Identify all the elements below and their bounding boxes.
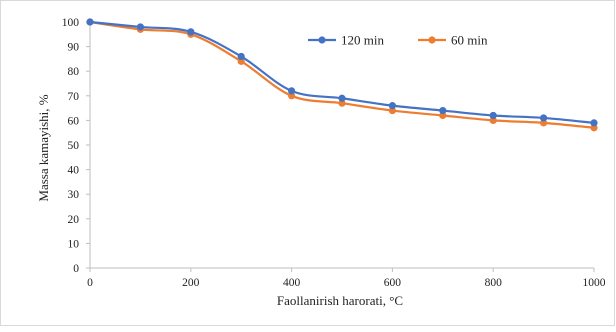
data-point-120-min xyxy=(590,119,598,127)
y-tick-label: 50 xyxy=(68,140,80,152)
data-point-120-min xyxy=(338,94,346,102)
y-tick-label: 30 xyxy=(68,189,80,201)
data-point-120-min xyxy=(388,102,396,110)
x-tick-label: 1000 xyxy=(583,277,606,289)
data-point-120-min xyxy=(136,23,144,31)
legend-label-120-min: 120 min xyxy=(341,33,384,48)
y-tick-label: 90 xyxy=(68,42,80,54)
series-layer xyxy=(86,18,598,132)
y-tick-label: 10 xyxy=(68,238,80,250)
data-point-120-min xyxy=(540,114,548,122)
data-point-60-min xyxy=(540,119,548,127)
data-point-120-min xyxy=(187,28,195,36)
data-point-60-min xyxy=(439,111,447,120)
data-point-120-min xyxy=(439,106,447,115)
x-tick-label: 800 xyxy=(485,277,503,289)
data-point-60-min xyxy=(288,92,296,100)
y-axis-title: Massa kamayishi, % xyxy=(36,94,51,201)
y-tick-label: 100 xyxy=(62,17,80,29)
x-tick-label: 600 xyxy=(384,277,402,289)
y-tick-label: 80 xyxy=(68,66,80,78)
legend-marker-60-min xyxy=(428,36,436,44)
data-point-120-min xyxy=(237,52,245,61)
data-point-120-min xyxy=(288,87,296,95)
data-point-60-min xyxy=(388,106,396,115)
data-point-60-min xyxy=(489,116,497,124)
y-tick-label: 40 xyxy=(68,165,80,177)
y-tick-label: 0 xyxy=(73,263,79,275)
legend: 120 min 60 min xyxy=(308,33,488,48)
x-tick-label: 0 xyxy=(87,277,93,289)
y-tick-label: 70 xyxy=(68,91,80,103)
legend-marker-120-min xyxy=(318,36,326,44)
y-tick-label: 60 xyxy=(68,115,80,127)
data-point-60-min xyxy=(590,124,598,132)
y-tick-label: 20 xyxy=(68,214,80,226)
legend-item-60-min: 60 min xyxy=(418,33,488,48)
data-point-120-min xyxy=(86,18,94,26)
x-tick-label: 200 xyxy=(182,277,200,289)
legend-item-120-min: 120 min xyxy=(308,33,384,48)
series-120-min xyxy=(86,18,598,127)
data-point-60-min xyxy=(237,57,245,65)
data-point-120-min xyxy=(489,111,497,120)
legend-label-60-min: 60 min xyxy=(451,33,488,48)
x-tick-label: 400 xyxy=(283,277,301,289)
x-axis-title: Faollanirish harorati, °C xyxy=(277,293,403,308)
data-point-60-min xyxy=(338,99,346,107)
